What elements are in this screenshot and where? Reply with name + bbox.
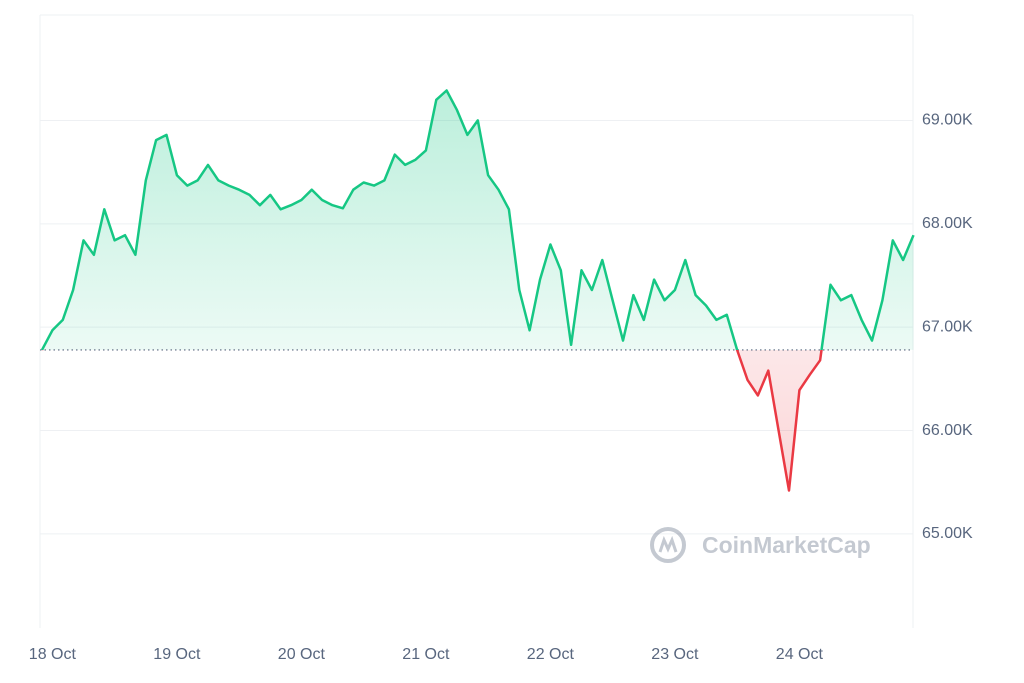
x-tick-label: 23 Oct: [651, 646, 699, 663]
x-tick-label: 21 Oct: [402, 646, 450, 663]
x-tick-label: 24 Oct: [776, 646, 824, 663]
watermark-text: CoinMarketCap: [702, 532, 871, 558]
x-tick-label: 18 Oct: [29, 646, 77, 663]
y-tick-label: 65.00K: [922, 525, 973, 542]
price-line: [40, 89, 915, 492]
area-fill: [42, 90, 914, 491]
x-tick-label: 22 Oct: [527, 646, 575, 663]
y-tick-label: 68.00K: [922, 215, 973, 232]
x-tick-label: 20 Oct: [278, 646, 326, 663]
watermark: CoinMarketCap: [650, 527, 871, 563]
x-tick-label: 19 Oct: [153, 646, 201, 663]
y-tick-label: 66.00K: [922, 422, 973, 439]
y-tick-label: 69.00K: [922, 112, 973, 129]
y-tick-label: 67.00K: [922, 318, 973, 335]
